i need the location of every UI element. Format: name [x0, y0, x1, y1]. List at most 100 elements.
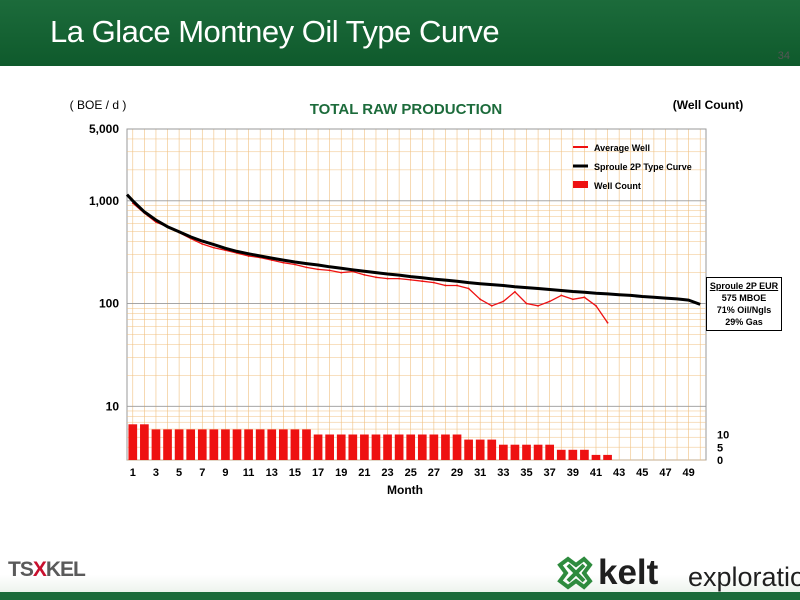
average-well-point — [212, 246, 215, 249]
y-axis-label: ( BOE / d ) — [70, 98, 127, 112]
x-tick-label: 37 — [544, 467, 556, 479]
average-well-point — [386, 277, 389, 280]
average-well-point — [375, 276, 377, 279]
average-well-point — [502, 300, 505, 303]
footer-band — [0, 536, 800, 600]
average-well-point — [456, 284, 458, 287]
well-count-bar — [197, 429, 207, 460]
well-count-bar — [417, 434, 427, 460]
average-well-point — [479, 298, 482, 301]
x-tick-label: 45 — [636, 467, 648, 479]
average-well-point — [340, 271, 343, 274]
x-axis-label: Month — [387, 483, 423, 497]
average-well-point — [595, 304, 597, 307]
average-well-point — [525, 302, 528, 305]
legend-label: Well Count — [594, 181, 641, 191]
average-well-point — [583, 296, 586, 299]
average-well-point — [282, 261, 285, 264]
well-count-bar — [394, 434, 404, 460]
x-tick-label: 17 — [312, 467, 324, 479]
well-count-bar — [186, 429, 196, 460]
tsx-logo-x: X — [32, 558, 47, 581]
well-count-bar — [348, 434, 358, 460]
x-tick-label: 25 — [405, 467, 417, 479]
average-well-point — [467, 287, 470, 290]
well-count-bar — [163, 429, 172, 460]
well-count-bar — [383, 434, 392, 460]
legend-label: Average Well — [594, 143, 650, 153]
y2-tick-label: 5 — [717, 442, 723, 454]
average-well-point — [490, 304, 493, 307]
chart-title: TOTAL RAW PRODUCTION — [310, 101, 503, 118]
average-well-point — [432, 281, 435, 284]
eur-line-2: 575 MBOE — [721, 293, 767, 303]
average-well-point — [305, 266, 308, 269]
average-well-point — [560, 294, 563, 297]
well-count-bar — [174, 429, 184, 460]
well-count-bar — [556, 449, 566, 460]
y-tick-label: 5,000 — [89, 122, 119, 136]
well-count-bar — [128, 424, 138, 460]
well-count-bar — [568, 449, 578, 460]
well-count-bar — [244, 429, 253, 460]
well-count-bar — [325, 434, 334, 460]
average-well-point — [444, 284, 447, 287]
legend-swatch-well-count — [573, 181, 588, 188]
well-count-bar — [603, 454, 612, 460]
page-number: 34 — [777, 50, 790, 62]
y-tick-label: 100 — [99, 297, 119, 311]
x-tick-label: 31 — [474, 467, 486, 479]
y-tick-label: 10 — [106, 399, 120, 413]
well-count-bar — [429, 434, 439, 460]
footer-line — [0, 592, 800, 600]
average-well-point — [409, 278, 412, 281]
x-tick-label: 35 — [520, 467, 532, 479]
slide-title: La Glace Montney Oil Type Curve — [50, 14, 500, 49]
x-tick-label: 21 — [358, 467, 370, 479]
x-tick-label: 13 — [266, 467, 278, 479]
header-band: La Glace Montney Oil Type Curve — [0, 0, 800, 66]
well-count-bar — [360, 434, 369, 460]
tsx-logo-left: TS — [8, 558, 34, 581]
well-count-bar — [545, 444, 555, 460]
kelt-logo-sub: exploration — [688, 562, 800, 592]
y2-tick-label: 10 — [717, 430, 729, 442]
average-well-point — [201, 243, 204, 245]
x-tick-label: 9 — [222, 467, 228, 479]
average-well-point — [317, 268, 319, 271]
y-tick-label: 1,000 — [89, 194, 119, 208]
x-tick-label: 15 — [289, 467, 301, 479]
average-well-point — [606, 321, 609, 324]
x-tick-label: 11 — [243, 467, 255, 479]
well-count-bar — [290, 429, 300, 460]
well-count-bar — [278, 429, 288, 460]
well-count-bar — [591, 454, 601, 460]
average-well-point — [247, 255, 250, 257]
average-well-point — [548, 300, 551, 303]
eur-line-3: 71% Oil/Ngls — [716, 305, 772, 315]
x-tick-label: 23 — [381, 467, 393, 479]
x-tick-label: 47 — [659, 467, 671, 479]
x-tick-label: 7 — [199, 467, 205, 479]
eur-summary-box: Sproule 2P EUR 575 MBOE 71% Oil/Ngls 29%… — [706, 277, 782, 331]
well-count-bar — [209, 429, 219, 460]
well-count-bar — [499, 444, 508, 460]
average-well-point — [514, 290, 516, 293]
average-well-point — [537, 304, 539, 307]
well-count-bar — [464, 439, 473, 460]
average-well-point — [421, 280, 424, 283]
well-count-bar — [140, 424, 149, 460]
x-tick-label: 29 — [451, 467, 463, 479]
y2-axis-label: (Well Count) — [673, 98, 743, 112]
x-tick-label: 43 — [613, 467, 625, 479]
well-count-bar — [406, 434, 416, 460]
well-count-bar — [441, 434, 450, 460]
x-tick-label: 41 — [590, 467, 602, 479]
well-count-bar — [580, 449, 589, 460]
well-count-bar — [255, 429, 265, 460]
eur-line-1: Sproule 2P EUR — [709, 281, 779, 291]
kelt-knot-icon — [557, 556, 593, 590]
average-well-point — [294, 263, 296, 266]
well-count-bar — [522, 444, 531, 460]
well-count-bar — [475, 439, 485, 460]
